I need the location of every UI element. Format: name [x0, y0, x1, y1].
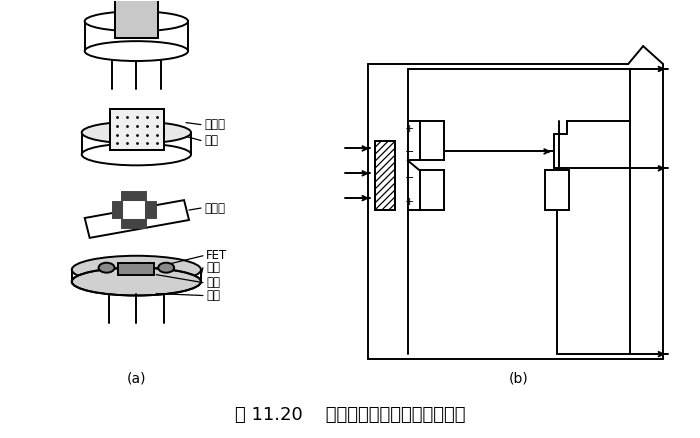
Ellipse shape — [85, 41, 188, 61]
Text: +: + — [405, 124, 414, 134]
Text: 高阻: 高阻 — [206, 276, 220, 289]
Text: (b): (b) — [509, 372, 528, 386]
Ellipse shape — [99, 263, 115, 273]
Bar — [115, 0, 158, 38]
Bar — [419, 120, 445, 160]
Text: 滤光片: 滤光片 — [204, 118, 225, 131]
Text: −: − — [405, 148, 414, 157]
Bar — [118, 263, 154, 275]
Bar — [113, 202, 156, 218]
Ellipse shape — [158, 263, 174, 273]
Bar — [115, 0, 158, 38]
Bar — [545, 170, 568, 210]
Text: FET: FET — [206, 249, 228, 262]
Text: 管帽: 管帽 — [204, 134, 218, 147]
Bar — [109, 109, 164, 150]
Text: −: − — [405, 173, 414, 183]
Ellipse shape — [82, 122, 191, 144]
Ellipse shape — [72, 256, 201, 283]
Text: +: + — [405, 197, 414, 207]
Bar — [419, 170, 445, 210]
Ellipse shape — [85, 11, 188, 31]
Ellipse shape — [72, 268, 201, 296]
Text: 图 11.20    热释电人体红外传感器的结构: 图 11.20 热释电人体红外传感器的结构 — [234, 406, 466, 424]
Bar — [122, 192, 146, 228]
Text: 引线: 引线 — [206, 289, 220, 302]
Bar — [374, 141, 395, 210]
Text: 敏感元: 敏感元 — [204, 201, 225, 215]
Bar — [109, 109, 164, 150]
Bar — [374, 141, 395, 210]
Text: 管座: 管座 — [206, 261, 220, 274]
Text: (a): (a) — [127, 372, 146, 386]
Bar — [125, 202, 144, 218]
Ellipse shape — [82, 144, 191, 165]
Polygon shape — [85, 200, 189, 238]
